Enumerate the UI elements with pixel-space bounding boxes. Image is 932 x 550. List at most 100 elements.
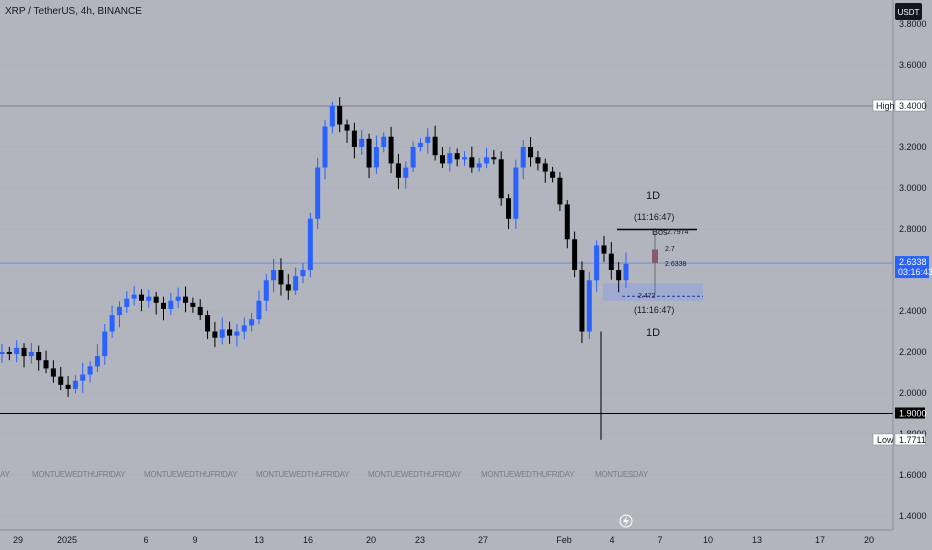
candles-group [0,97,629,397]
time-tick: 6 [143,535,148,545]
candle-body [138,294,144,301]
currency-button[interactable] [895,3,922,20]
projection-bottom: 2.472 [638,293,656,300]
candle-body [315,167,321,219]
time-tick: 17 [815,535,825,545]
candle-body [506,198,512,219]
time-tick: Feb [556,535,572,545]
candle-body [14,347,20,355]
candle-body [300,270,306,277]
candle-body [572,239,578,270]
price-tick: 2.2000 [899,347,927,357]
candle-body [94,356,100,367]
price-tick: 3.8000 [899,19,927,29]
candle-body [175,296,181,301]
current-price-value: 2.6338 [899,257,927,267]
time-tick: 10 [703,535,713,545]
candle-body [594,245,600,281]
time-tick: 13 [752,535,762,545]
candle-body [227,329,233,336]
candle-body [219,329,225,338]
price-tick: 2.0000 [899,388,927,398]
day-label: AY [0,470,10,479]
time-tick: 20 [864,535,874,545]
candle-body [307,218,313,270]
candle-body [102,331,108,357]
bos-price: 2.7974 [667,229,689,236]
candle-body [87,366,93,375]
current-price-badge [895,256,929,279]
chart-title: XRP / TetherUS, 4h, BINANCE [5,6,142,17]
price-tick: 1.6000 [899,470,927,480]
candle-body [564,204,570,240]
candle-body [344,124,350,131]
candle-body [586,280,592,332]
candle-body [454,153,460,160]
candle-body [28,352,34,357]
price-tick: 3.2000 [899,142,927,152]
current-price-countdown: 03:16:43 [898,267,932,277]
candle-body [278,270,284,285]
high-badge [872,99,894,112]
day-label: MONTUEWEDTHUFRIDAY [32,470,126,479]
day-label: MONTUEWEDTHUFRIDAY [144,470,238,479]
projection-top: 2.7 [665,246,675,253]
candle-body [58,376,64,385]
candle-body [425,136,431,143]
candle-body [197,306,203,316]
candle-body [410,147,416,168]
candle-body [388,136,394,164]
price-tick: 2.4000 [899,306,927,316]
candle-body [205,315,211,332]
candle-body [263,280,269,301]
lightning-icon-glyph [623,516,629,526]
time-tick: 2025 [57,535,77,545]
low-badge [872,433,894,446]
candle-body [241,325,247,332]
bos-label: Bos [652,227,668,237]
time-axis: 29 2025 6 9 13 16 20 23 27 Feb 4 7 10 13 17 20 [13,535,874,545]
level-value: 1.9000 [899,409,927,419]
high-badge-label: High [876,101,895,111]
candle-body [21,347,27,357]
high-value: 3.4000 [899,101,927,111]
candle-body [351,130,357,147]
candle-body [403,167,409,178]
candle-body [72,380,78,389]
time-tick: 27 [478,535,488,545]
candle-body [293,276,299,291]
currency-button-label[interactable]: USDT [898,8,920,17]
candle-body [153,296,159,303]
candle-body [498,159,504,199]
time-tick: 13 [254,535,264,545]
timer-top: (11:16:47) [634,212,674,222]
candle-body [608,253,614,270]
price-tick: 3.0000 [899,183,927,193]
candle-body [359,138,365,147]
low-badge-label: Low [877,435,894,445]
time-tick: 23 [415,535,425,545]
candle-body [285,284,291,291]
candle-body [168,300,174,309]
low-value: 1.7711 [899,435,926,445]
price-tick: 1.4000 [899,511,927,521]
candle-body [623,263,629,281]
candle-body [528,147,534,158]
lightning-icon[interactable] [619,514,633,528]
time-tick: 20 [366,535,376,545]
time-tick: 9 [192,535,197,545]
candle-body [146,296,152,301]
candle-body [124,298,130,307]
candle-body [550,171,556,178]
time-tick: 7 [657,535,662,545]
price-tick: 3.6000 [899,60,927,70]
candle-body [469,157,475,168]
level-value-badge [895,407,925,419]
candle-body [65,384,71,389]
candle-body [43,360,49,369]
candle-body [322,126,328,168]
time-tick: 4 [609,535,614,545]
candle-body [36,352,42,361]
projection-box [652,249,658,264]
